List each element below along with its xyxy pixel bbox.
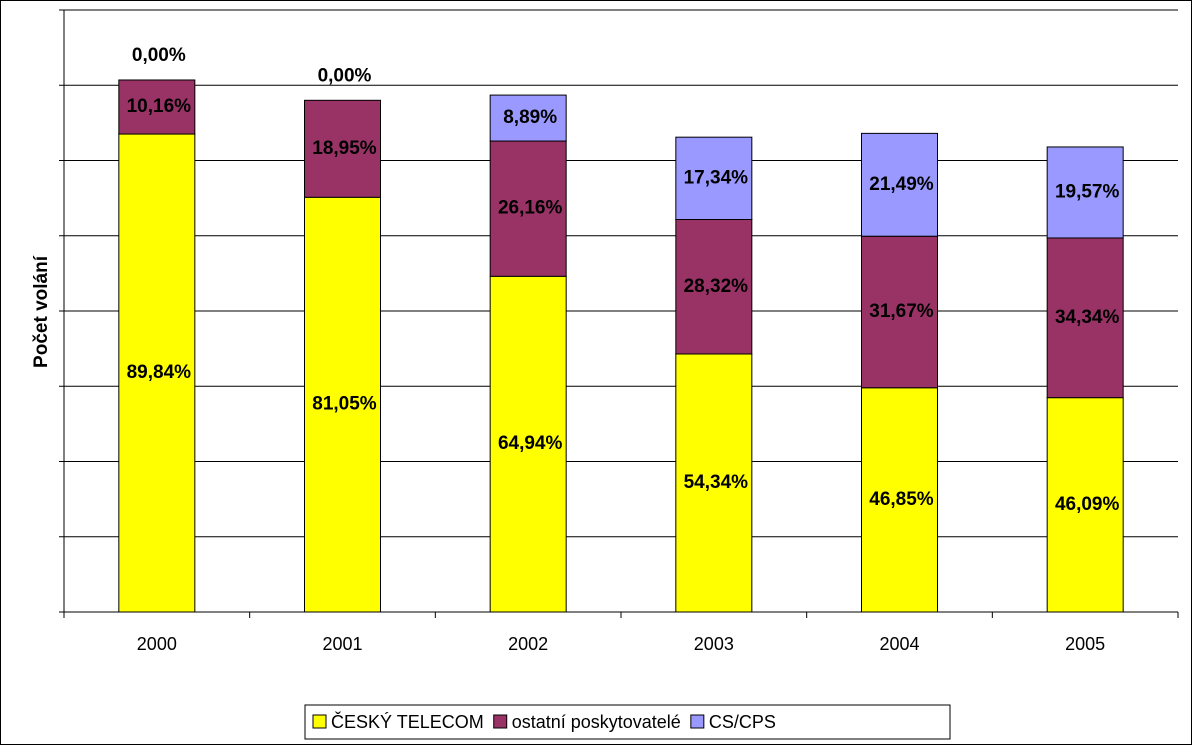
value-label: 19,57%: [1055, 181, 1120, 202]
value-label: 28,32%: [684, 276, 749, 297]
value-label: 26,16%: [498, 198, 563, 219]
bar-segment: [489, 94, 567, 142]
x-tick-label: 2004: [879, 634, 919, 654]
value-label: 17,34%: [684, 167, 749, 188]
legend-label: ostatní poskytovatelé: [512, 712, 681, 732]
bar-segment: [675, 219, 753, 355]
x-tick-label: 2001: [322, 634, 362, 654]
value-label: 10,16%: [127, 96, 192, 117]
y-axis-label: Počet volání: [31, 255, 52, 368]
legend-label: CS/CPS: [709, 712, 776, 732]
value-label: 21,49%: [869, 174, 934, 195]
legend-swatch: [493, 714, 508, 729]
bar-segment: [489, 275, 567, 613]
legend-swatch: [312, 714, 327, 729]
value-label: 18,95%: [312, 138, 377, 159]
bar-segment: [1046, 397, 1124, 613]
bar-segment: [304, 99, 381, 198]
value-label: 54,34%: [684, 472, 749, 493]
value-label: 0,00%: [132, 45, 186, 66]
bar-segment: [861, 132, 938, 237]
value-label: 34,34%: [1055, 307, 1120, 328]
value-label: 0,00%: [318, 65, 372, 86]
bar-segment: [675, 136, 753, 221]
value-label: 64,94%: [498, 433, 563, 454]
bar-segment: [118, 79, 196, 135]
bar-segment: [861, 235, 938, 389]
value-label: 46,09%: [1055, 494, 1120, 515]
bar-segment: [861, 387, 938, 613]
value-label: 89,84%: [127, 362, 192, 383]
bar-segment: [304, 196, 381, 613]
value-label: 81,05%: [312, 394, 377, 415]
value-label: 31,67%: [869, 301, 934, 322]
x-tick-label: 2005: [1065, 634, 1105, 654]
legend-box: [304, 704, 951, 740]
bar-segment: [1046, 146, 1124, 239]
value-label: 8,89%: [503, 107, 557, 128]
x-tick-label: 2002: [508, 634, 548, 654]
value-label: 46,85%: [869, 489, 934, 510]
bar-segment: [489, 140, 567, 277]
legend-swatch: [690, 714, 705, 729]
bar-segment: [118, 133, 196, 613]
x-tick-label: 2000: [137, 634, 177, 654]
x-tick-label: 2003: [694, 634, 734, 654]
bar-segment: [675, 353, 753, 613]
legend-label: ČESKÝ TELECOM: [331, 711, 484, 732]
